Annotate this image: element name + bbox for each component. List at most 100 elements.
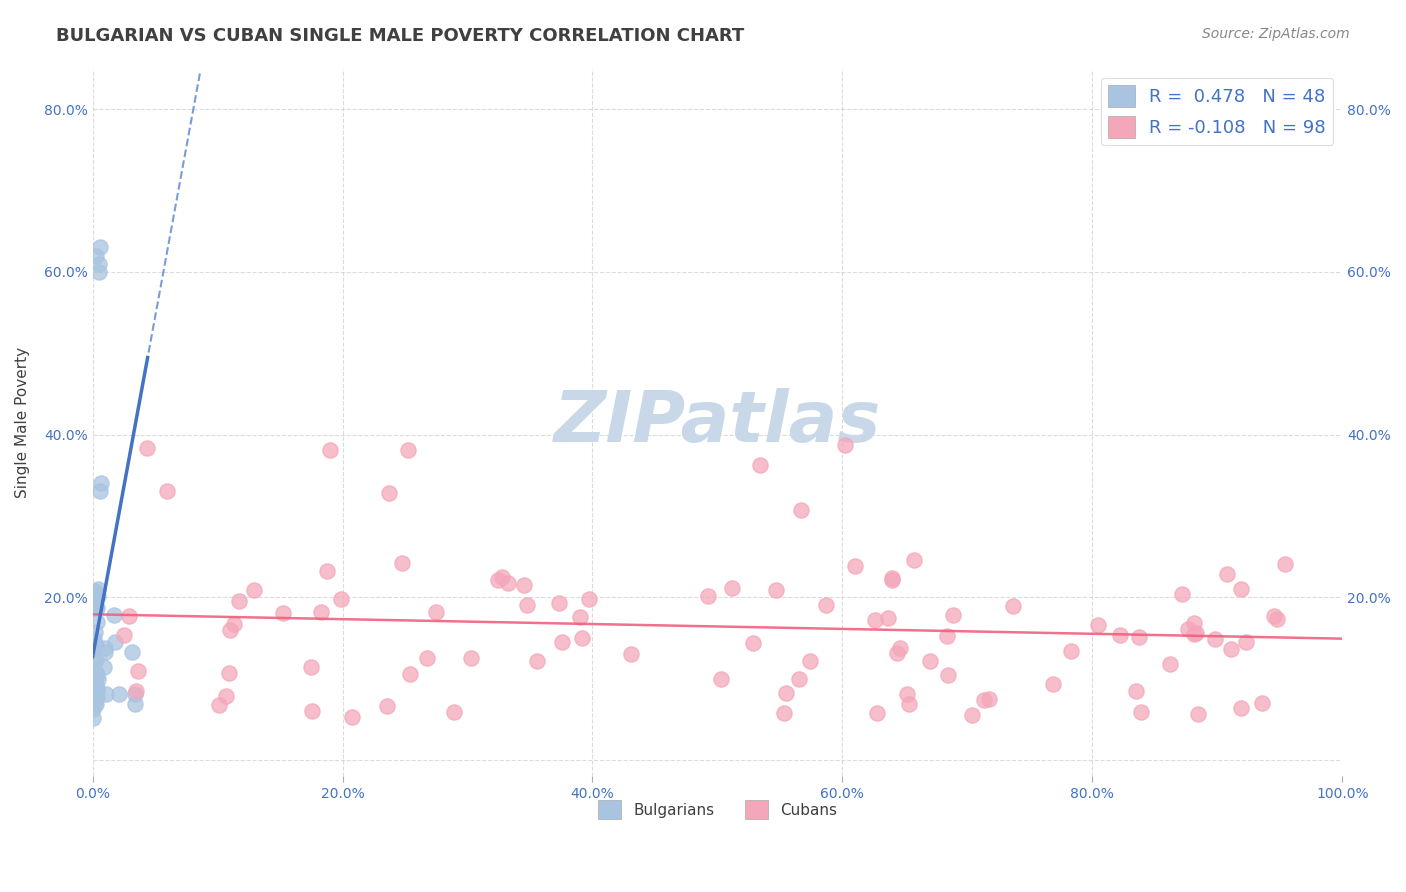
- Point: [516, 598, 538, 612]
- Point: [83, 583, 105, 598]
- Point: [84, 638, 107, 652]
- Point: [124, 697, 146, 711]
- Point: [491, 569, 513, 583]
- Point: [124, 687, 146, 701]
- Point: [742, 636, 765, 650]
- Point: [94, 645, 117, 659]
- Point: [83, 632, 105, 646]
- Point: [1187, 707, 1209, 722]
- Point: [83, 662, 105, 676]
- Point: [319, 443, 342, 458]
- Point: [301, 704, 323, 718]
- Point: [496, 576, 519, 591]
- Point: [94, 641, 117, 656]
- Point: [82, 600, 104, 615]
- Point: [340, 710, 363, 724]
- Point: [1108, 628, 1130, 642]
- Point: [790, 503, 813, 517]
- Point: [977, 691, 1000, 706]
- Point: [219, 623, 242, 637]
- Point: [86, 249, 108, 263]
- Text: BULGARIAN VS CUBAN SINGLE MALE POVERTY CORRELATION CHART: BULGARIAN VS CUBAN SINGLE MALE POVERTY C…: [56, 27, 745, 45]
- Text: ZIPatlas: ZIPatlas: [554, 388, 882, 457]
- Point: [218, 665, 240, 680]
- Point: [127, 665, 149, 679]
- Point: [135, 441, 157, 455]
- Point: [765, 582, 787, 597]
- Point: [228, 594, 250, 608]
- Point: [108, 687, 131, 701]
- Point: [155, 483, 177, 498]
- Point: [1234, 635, 1257, 649]
- Point: [960, 708, 983, 723]
- Point: [112, 628, 135, 642]
- Point: [375, 699, 398, 714]
- Point: [1265, 612, 1288, 626]
- Point: [815, 598, 838, 612]
- Point: [87, 672, 110, 686]
- Point: [104, 635, 127, 649]
- Point: [87, 265, 110, 279]
- Point: [920, 654, 942, 668]
- Point: [886, 646, 908, 660]
- Point: [86, 615, 108, 629]
- Point: [84, 697, 107, 711]
- Point: [880, 571, 903, 585]
- Point: [391, 556, 413, 570]
- Point: [89, 240, 111, 254]
- Point: [84, 665, 107, 680]
- Point: [1060, 644, 1083, 658]
- Point: [749, 458, 772, 472]
- Point: [1129, 705, 1152, 719]
- Point: [710, 672, 733, 686]
- Point: [1230, 582, 1253, 597]
- Point: [486, 573, 509, 587]
- Legend: Bulgarians, Cubans: Bulgarians, Cubans: [592, 794, 844, 825]
- Point: [84, 599, 107, 614]
- Point: [880, 573, 903, 587]
- Point: [82, 655, 104, 669]
- Point: [87, 589, 110, 603]
- Point: [571, 631, 593, 645]
- Point: [86, 668, 108, 682]
- Point: [378, 486, 401, 500]
- Point: [620, 648, 643, 662]
- Point: [83, 624, 105, 639]
- Point: [83, 591, 105, 606]
- Point: [87, 257, 110, 271]
- Point: [1128, 631, 1150, 645]
- Point: [82, 641, 104, 656]
- Point: [1216, 567, 1239, 582]
- Point: [86, 601, 108, 615]
- Point: [775, 686, 797, 700]
- Y-axis label: Single Male Poverty: Single Male Poverty: [15, 347, 30, 498]
- Point: [103, 607, 125, 622]
- Point: [315, 564, 337, 578]
- Point: [1184, 625, 1206, 640]
- Point: [90, 476, 112, 491]
- Point: [513, 578, 536, 592]
- Point: [547, 596, 569, 610]
- Point: [86, 681, 108, 695]
- Point: [568, 610, 591, 624]
- Point: [86, 686, 108, 700]
- Point: [1220, 641, 1243, 656]
- Text: Source: ZipAtlas.com: Source: ZipAtlas.com: [1202, 27, 1350, 41]
- Point: [1182, 627, 1205, 641]
- Point: [1204, 632, 1226, 647]
- Point: [889, 640, 911, 655]
- Point: [1177, 622, 1199, 636]
- Point: [93, 660, 115, 674]
- Point: [973, 693, 995, 707]
- Point: [89, 484, 111, 499]
- Point: [125, 684, 148, 698]
- Point: [271, 607, 294, 621]
- Point: [876, 611, 898, 625]
- Point: [935, 629, 957, 643]
- Point: [82, 600, 104, 615]
- Point: [799, 654, 821, 668]
- Point: [942, 607, 965, 622]
- Point: [863, 613, 886, 627]
- Point: [83, 673, 105, 688]
- Point: [697, 589, 720, 603]
